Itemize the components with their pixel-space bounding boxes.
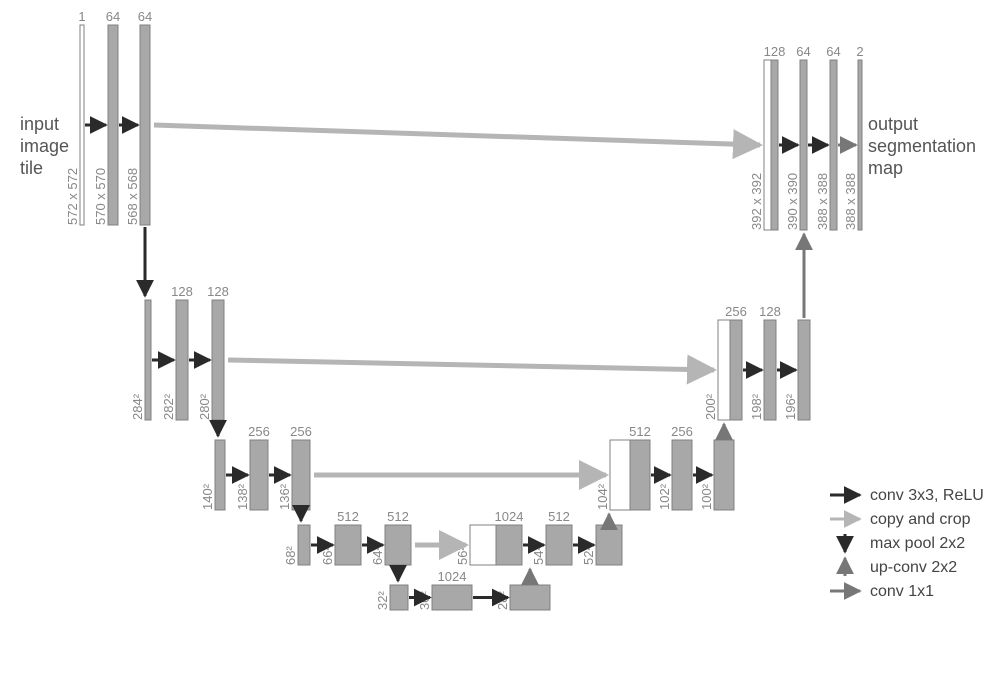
dimension-label: 64² — [370, 546, 385, 565]
input-label: image — [20, 136, 69, 156]
feature-map-block — [80, 25, 84, 225]
dimension-label: 104² — [595, 483, 610, 510]
feature-map-block — [800, 60, 807, 230]
feature-map-block — [730, 320, 742, 420]
feature-map-block — [140, 25, 150, 225]
dimension-label: 102² — [657, 483, 672, 510]
channel-label: 128 — [764, 44, 786, 59]
feature-map-block — [176, 300, 188, 420]
skip-connection-arrow — [228, 360, 714, 370]
dimension-label: 196² — [783, 393, 798, 420]
channel-label: 1024 — [438, 569, 467, 584]
feature-map-block — [764, 60, 771, 230]
dimension-label: 66² — [320, 546, 335, 565]
channel-label: 64 — [826, 44, 840, 59]
output-label: output — [868, 114, 918, 134]
legend-label: copy and crop — [870, 511, 971, 528]
dimension-label: 54² — [531, 546, 546, 565]
channel-label: 128 — [207, 284, 229, 299]
channel-label: 256 — [671, 424, 693, 439]
dimension-label: 100² — [699, 483, 714, 510]
input-label: input — [20, 114, 59, 134]
channel-label: 1024 — [495, 509, 524, 524]
dimension-label: 68² — [283, 546, 298, 565]
feature-map-block — [510, 585, 550, 610]
feature-map-block — [390, 585, 408, 610]
dimension-label: 138² — [235, 483, 250, 510]
feature-map-block — [212, 300, 224, 420]
feature-map-block — [496, 525, 522, 565]
feature-map-block — [771, 60, 778, 230]
channel-label: 128 — [171, 284, 193, 299]
input-label: tile — [20, 158, 43, 178]
channel-label: 512 — [337, 509, 359, 524]
channel-label: 64 — [106, 9, 120, 24]
channel-label: 64 — [796, 44, 810, 59]
dimension-label: 388 x 388 — [815, 173, 830, 230]
channel-label: 256 — [290, 424, 312, 439]
feature-map-block — [335, 525, 361, 565]
legend-label: max pool 2x2 — [870, 535, 965, 552]
feature-map-block — [385, 525, 411, 565]
feature-map-block — [596, 525, 622, 565]
dimension-label: 280² — [197, 393, 212, 420]
channel-label: 512 — [548, 509, 570, 524]
feature-map-block — [764, 320, 776, 420]
dimension-label: 568 x 568 — [125, 168, 140, 225]
feature-map-block — [610, 440, 630, 510]
legend-label: conv 1x1 — [870, 583, 934, 600]
feature-map-block — [145, 300, 151, 420]
dimension-label: 282² — [161, 393, 176, 420]
dimension-label: 198² — [749, 393, 764, 420]
channel-label: 64 — [138, 9, 152, 24]
output-label: segmentation — [868, 136, 976, 156]
dimension-label: 572 x 572 — [65, 168, 80, 225]
feature-map-block — [470, 525, 496, 565]
feature-map-block — [714, 440, 734, 510]
channel-label: 256 — [248, 424, 270, 439]
legend-label: up-conv 2x2 — [870, 559, 957, 576]
channel-label: 2 — [856, 44, 863, 59]
dimension-label: 136² — [277, 483, 292, 510]
feature-map-block — [830, 60, 837, 230]
channel-label: 128 — [759, 304, 781, 319]
feature-map-block — [546, 525, 572, 565]
dimension-label: 284² — [130, 393, 145, 420]
feature-map-block — [108, 25, 118, 225]
channel-label: 512 — [629, 424, 651, 439]
feature-map-block — [292, 440, 310, 510]
feature-map-block — [718, 320, 730, 420]
legend-label: conv 3x3, ReLU — [870, 487, 984, 504]
unet-architecture-diagram: 1 572 x 572 64 570 x 570 64 568 x 568 284² 128 2… — [0, 0, 1000, 675]
dimension-label: 52² — [581, 546, 596, 565]
channel-label: 256 — [725, 304, 747, 319]
feature-map-block — [432, 585, 472, 610]
dimension-label: 390 x 390 — [785, 173, 800, 230]
feature-map-block — [630, 440, 650, 510]
feature-map-block — [672, 440, 692, 510]
dimension-label: 32² — [375, 591, 390, 610]
channel-label: 512 — [387, 509, 409, 524]
dimension-label: 392 x 392 — [749, 173, 764, 230]
dimension-label: 30² — [417, 591, 432, 610]
feature-map-block — [215, 440, 225, 510]
feature-map-block — [858, 60, 862, 230]
output-label: map — [868, 158, 903, 178]
feature-map-block — [250, 440, 268, 510]
skip-connection-arrow — [154, 125, 760, 145]
dimension-label: 56² — [455, 546, 470, 565]
channel-label: 1 — [78, 9, 85, 24]
dimension-label: 200² — [703, 393, 718, 420]
dimension-label: 28² — [495, 591, 510, 610]
feature-map-block — [798, 320, 810, 420]
dimension-label: 570 x 570 — [93, 168, 108, 225]
feature-map-block — [298, 525, 310, 565]
dimension-label: 140² — [200, 483, 215, 510]
dimension-label: 388 x 388 — [843, 173, 858, 230]
